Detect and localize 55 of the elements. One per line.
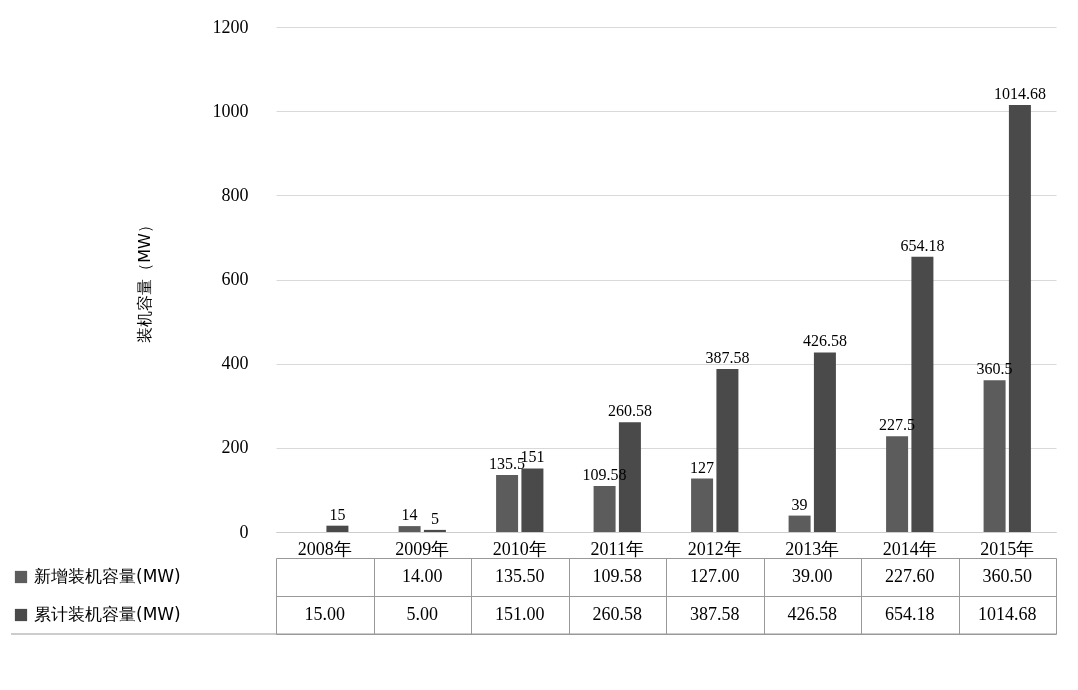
text: 387.58 — [690, 604, 740, 624]
data-label: 15 — [329, 505, 346, 523]
text: 151.00 — [495, 604, 545, 624]
text: 654.18 — [885, 604, 935, 624]
y-tick-label: 0 — [239, 521, 249, 542]
bar — [813, 352, 836, 532]
x-tick-label: 2014年 — [882, 538, 937, 559]
text: 109.58 — [592, 566, 642, 586]
text: 227.60 — [885, 566, 935, 586]
x-tick-label: 2015年 — [980, 538, 1035, 559]
bar — [423, 529, 446, 532]
data-label: 1014.68 — [993, 84, 1046, 102]
data-label: 387.58 — [705, 348, 750, 366]
legend-label: 累计装机容量(MW) — [34, 604, 181, 624]
y-tick-label: 400 — [221, 353, 249, 374]
y-tick-label: 1000 — [212, 100, 249, 121]
x-tick-label: 2010年 — [492, 538, 547, 559]
text: 1014.68 — [978, 604, 1037, 624]
bar — [398, 526, 421, 532]
text: 426.58 — [787, 604, 837, 624]
bar — [496, 474, 519, 532]
y-tick-label: 800 — [221, 184, 249, 205]
text: 14.00 — [402, 566, 443, 586]
text: 39.00 — [792, 566, 833, 586]
data-label: 5 — [430, 509, 439, 527]
text: 135.50 — [495, 566, 545, 586]
bar — [716, 368, 739, 532]
x-tick-label: 2013年 — [785, 538, 840, 559]
bar — [886, 436, 909, 532]
y-tick-label: 1200 — [212, 16, 249, 37]
bar — [521, 468, 544, 532]
x-tick-label: 2012年 — [687, 538, 742, 559]
data-label: 14 — [401, 506, 418, 524]
data-label: 39 — [791, 495, 808, 513]
y-axis-title: 装机容量（MW） — [134, 217, 154, 343]
data-label: 426.58 — [802, 332, 847, 350]
text: 5.00 — [406, 604, 438, 624]
bar — [691, 478, 714, 532]
x-tick-label: 2009年 — [395, 538, 450, 559]
x-tick-label: 2011年 — [590, 538, 644, 559]
bar — [983, 380, 1006, 532]
text: 15.00 — [304, 604, 345, 624]
data-label: 127 — [690, 458, 715, 476]
legend-label: 新增装机容量(MW) — [34, 566, 181, 586]
data-label: 260.58 — [607, 402, 652, 420]
bar — [593, 485, 616, 532]
x-tick-label: 2008年 — [297, 538, 352, 559]
y-tick-label: 600 — [221, 269, 249, 289]
text: 260.58 — [592, 604, 642, 624]
y-tick-label: 200 — [221, 437, 249, 458]
bar — [788, 515, 811, 532]
text: 360.50 — [982, 566, 1032, 586]
text: 127.00 — [690, 566, 740, 586]
bar — [326, 525, 349, 532]
data-label: 654.18 — [900, 236, 945, 254]
